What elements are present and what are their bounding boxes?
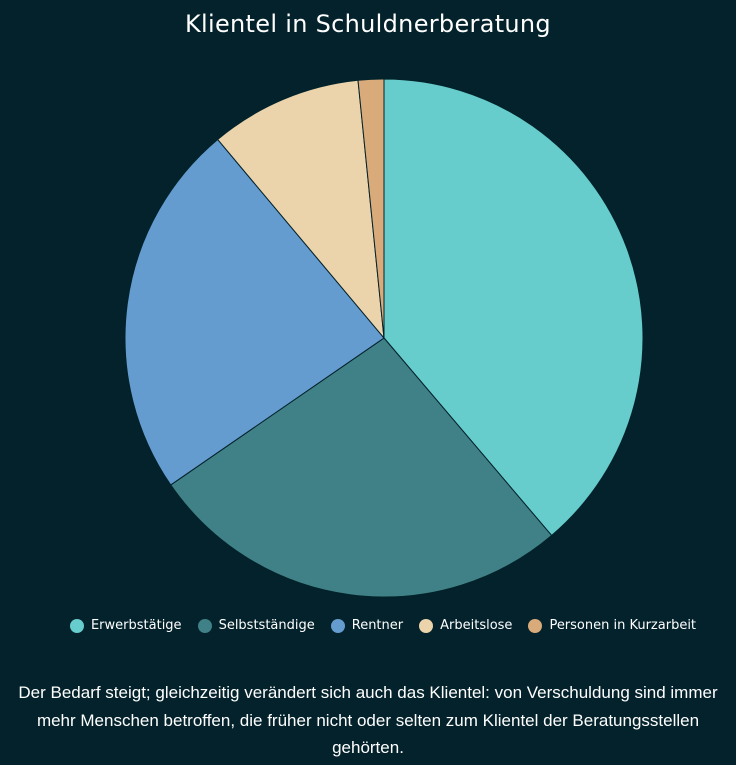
legend-label: Erwerbstätige [90, 618, 182, 633]
caption-text: Der Bedarf steigt; gleichzeitig veränder… [18, 683, 718, 757]
legend-swatch [528, 618, 543, 633]
pie-slice-2[interactable] [124, 138, 385, 486]
legend-swatch [197, 618, 212, 633]
legend-swatch [330, 618, 345, 633]
legend-item-1[interactable]: Selbstständige [197, 618, 315, 633]
chart-legend: Erwerbstätige Selbstständige Rentner Arbeit… [0, 618, 736, 633]
legend-item-3[interactable]: Arbeitslose [419, 618, 512, 633]
pie-chart [124, 78, 644, 598]
legend-swatch [419, 618, 434, 633]
legend-item-2[interactable]: Rentner [330, 618, 404, 633]
pie-slice-1[interactable] [170, 337, 553, 598]
legend-label: Personen in Kurzarbeit [549, 618, 697, 633]
chart-title: Klientel in Schuldnerberatung [185, 10, 551, 38]
legend-label: Rentner [351, 618, 404, 633]
pie-slice-0[interactable] [383, 78, 644, 536]
legend-item-0[interactable]: Erwerbstätige [69, 618, 182, 633]
pie-slice-3[interactable] [217, 79, 385, 339]
legend-label: Arbeitslose [440, 618, 513, 633]
pie-slice-4[interactable] [357, 78, 385, 339]
legend-label: Selbstständige [218, 618, 315, 633]
legend-item-4[interactable]: Personen in Kurzarbeit [528, 618, 696, 633]
legend-swatch [69, 618, 84, 633]
